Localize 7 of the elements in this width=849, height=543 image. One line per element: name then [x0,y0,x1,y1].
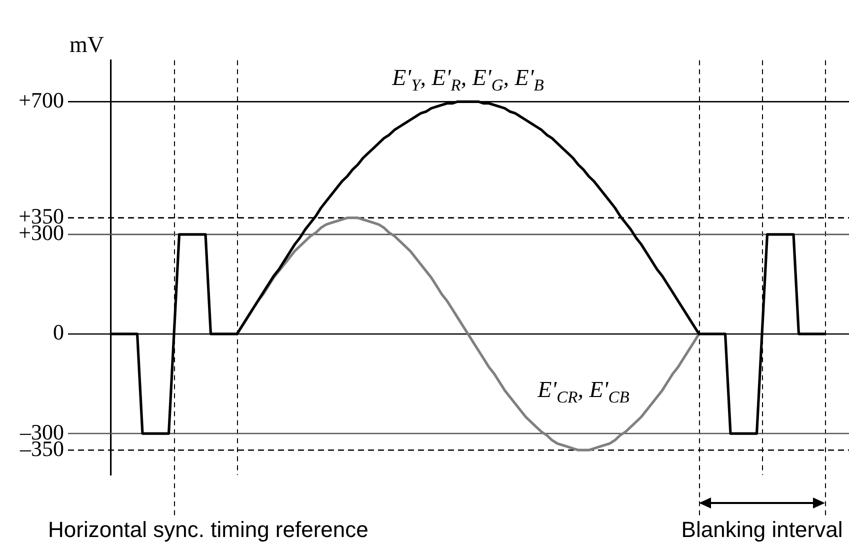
series-label: E'$_{CR}$, E'$_{CB}$ [538,376,630,407]
text: Horizontal sync. timing reference [48,517,368,542]
series-label: E'$_{Y}$, E'$_{R}$, E'$_{G}$, E'$_{B}$ [392,64,544,94]
text: Blanking interval [681,517,843,542]
y-tick-label: +700 [18,87,64,112]
y-axis-title: mV [70,32,104,58]
y-tick-label: 0 [53,320,64,345]
